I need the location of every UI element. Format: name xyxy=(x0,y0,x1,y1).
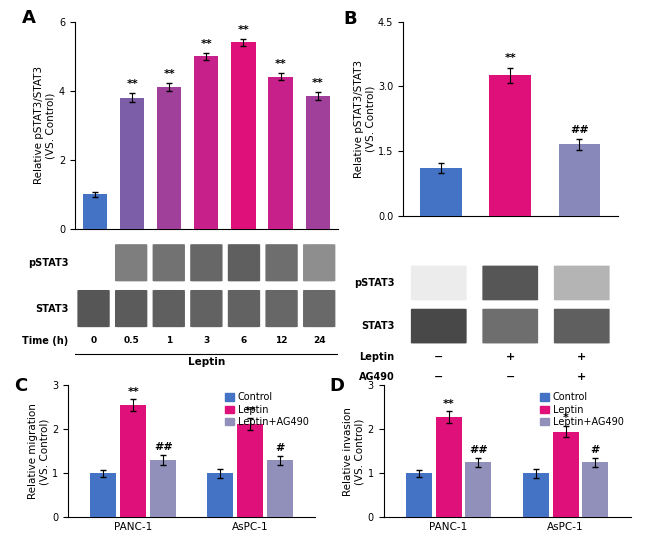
Bar xyxy=(421,168,462,216)
Bar xyxy=(150,460,176,517)
FancyBboxPatch shape xyxy=(190,244,222,281)
FancyBboxPatch shape xyxy=(265,244,298,281)
Text: −: − xyxy=(434,372,443,382)
Y-axis label: Relative pSTAT3/STAT3
(VS. Control): Relative pSTAT3/STAT3 (VS. Control) xyxy=(354,59,375,178)
FancyBboxPatch shape xyxy=(227,244,260,281)
Text: B: B xyxy=(343,10,357,28)
Text: **: ** xyxy=(443,399,454,409)
Y-axis label: Relative pSTAT3/STAT3
(VS. Control): Relative pSTAT3/STAT3 (VS. Control) xyxy=(34,66,56,184)
Text: 24: 24 xyxy=(313,336,326,345)
Text: **: ** xyxy=(312,78,324,88)
FancyBboxPatch shape xyxy=(190,290,222,327)
Bar xyxy=(90,473,116,517)
FancyBboxPatch shape xyxy=(554,266,610,300)
FancyBboxPatch shape xyxy=(411,309,467,343)
Text: 6: 6 xyxy=(241,336,247,345)
Bar xyxy=(207,473,233,517)
Text: #: # xyxy=(276,443,285,453)
Text: +: + xyxy=(577,352,586,362)
Text: 3: 3 xyxy=(203,336,209,345)
FancyBboxPatch shape xyxy=(482,266,538,300)
Bar xyxy=(406,473,432,517)
Text: pSTAT3: pSTAT3 xyxy=(354,278,395,288)
FancyBboxPatch shape xyxy=(482,309,538,343)
Text: #: # xyxy=(591,445,600,455)
Bar xyxy=(306,96,330,229)
FancyBboxPatch shape xyxy=(303,290,335,327)
Bar xyxy=(194,56,218,229)
Text: *: * xyxy=(562,413,569,423)
FancyBboxPatch shape xyxy=(115,290,148,327)
Legend: Control, Leptin, Leptin+AG490: Control, Leptin, Leptin+AG490 xyxy=(223,390,311,429)
Text: C: C xyxy=(14,377,27,396)
FancyBboxPatch shape xyxy=(115,244,148,281)
Text: **: ** xyxy=(238,25,250,34)
FancyBboxPatch shape xyxy=(265,290,298,327)
Text: −: − xyxy=(506,372,515,382)
FancyBboxPatch shape xyxy=(411,266,467,300)
Text: ##: ## xyxy=(570,125,589,135)
Bar xyxy=(231,43,255,229)
Y-axis label: Relative invasion
(VS. Control): Relative invasion (VS. Control) xyxy=(343,407,365,496)
Text: 0.5: 0.5 xyxy=(124,336,139,345)
Text: **: ** xyxy=(126,79,138,89)
Text: −: − xyxy=(434,352,443,362)
Bar xyxy=(120,98,144,229)
Text: **: ** xyxy=(504,53,516,64)
Legend: Control, Leptin, Leptin+AG490: Control, Leptin, Leptin+AG490 xyxy=(538,390,626,429)
Text: pSTAT3: pSTAT3 xyxy=(28,258,68,268)
Text: +: + xyxy=(506,352,515,362)
Text: **: ** xyxy=(200,38,213,49)
Text: 1: 1 xyxy=(166,336,172,345)
Text: ##: ## xyxy=(469,445,488,455)
Text: STAT3: STAT3 xyxy=(35,303,68,314)
FancyBboxPatch shape xyxy=(303,244,335,281)
Text: **: ** xyxy=(127,387,139,397)
Bar xyxy=(559,144,600,216)
Text: Leptin: Leptin xyxy=(188,357,225,368)
Bar xyxy=(120,405,146,517)
Text: STAT3: STAT3 xyxy=(361,321,395,331)
Bar xyxy=(237,424,263,517)
Bar xyxy=(267,460,293,517)
Bar xyxy=(83,195,107,229)
Y-axis label: Relative migration
(VS. Control): Relative migration (VS. Control) xyxy=(28,404,49,499)
Text: **: ** xyxy=(244,406,256,416)
Text: ##: ## xyxy=(154,443,172,452)
FancyBboxPatch shape xyxy=(77,290,110,327)
Text: D: D xyxy=(329,377,344,396)
Text: Leptin: Leptin xyxy=(359,352,395,362)
Text: **: ** xyxy=(163,69,175,79)
Text: Time (h): Time (h) xyxy=(22,336,68,345)
Bar xyxy=(268,77,292,229)
Bar xyxy=(489,75,531,216)
FancyBboxPatch shape xyxy=(153,244,185,281)
Bar xyxy=(582,462,608,517)
Text: A: A xyxy=(22,9,36,27)
Text: +: + xyxy=(577,372,586,382)
Bar xyxy=(523,473,549,517)
Bar xyxy=(157,87,181,229)
Bar xyxy=(436,417,461,517)
Bar xyxy=(465,462,491,517)
FancyBboxPatch shape xyxy=(554,309,610,343)
Text: 12: 12 xyxy=(276,336,288,345)
Bar xyxy=(552,432,578,517)
FancyBboxPatch shape xyxy=(153,290,185,327)
Text: 0: 0 xyxy=(90,336,97,345)
Text: AG490: AG490 xyxy=(359,372,395,382)
FancyBboxPatch shape xyxy=(227,290,260,327)
Text: **: ** xyxy=(275,59,287,70)
